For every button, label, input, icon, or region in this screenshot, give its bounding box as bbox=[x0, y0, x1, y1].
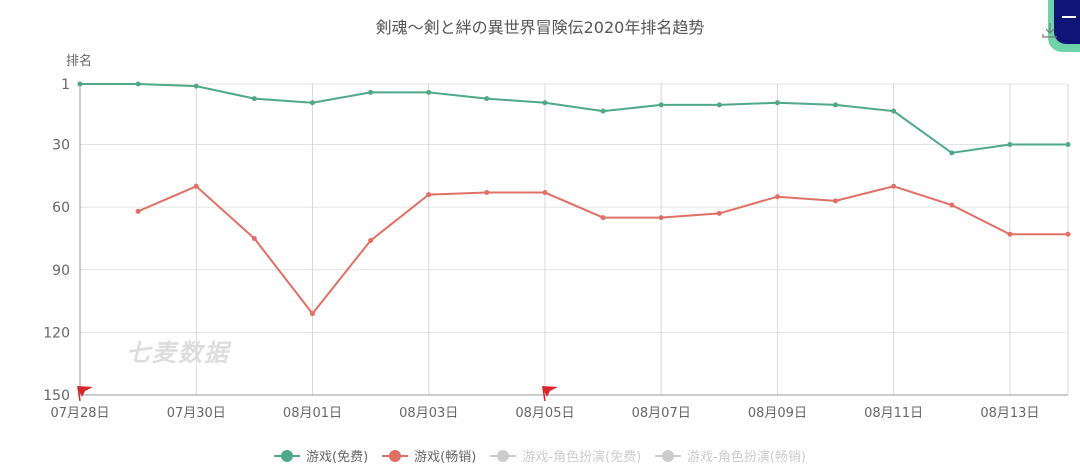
x-tick-label: 07月28日 bbox=[50, 406, 109, 421]
data-point[interactable] bbox=[891, 108, 897, 114]
watermark: 七麦数据 bbox=[126, 339, 230, 367]
data-point[interactable] bbox=[600, 108, 606, 114]
data-point[interactable] bbox=[716, 102, 722, 108]
data-point[interactable] bbox=[309, 311, 315, 317]
data-point[interactable] bbox=[309, 100, 315, 106]
data-point[interactable] bbox=[368, 89, 374, 95]
legend-marker-icon bbox=[274, 449, 300, 462]
legend-item-rpg-grossing[interactable]: 游戏-角色扮演(畅销) bbox=[655, 446, 806, 465]
flag-marker-icon[interactable] bbox=[77, 386, 93, 397]
data-point[interactable] bbox=[484, 96, 490, 102]
data-point[interactable] bbox=[484, 190, 490, 196]
data-point[interactable] bbox=[77, 81, 83, 87]
y-tick-label: 60 bbox=[52, 200, 70, 216]
data-point[interactable] bbox=[542, 190, 548, 196]
y-tick-label: 90 bbox=[52, 263, 70, 279]
legend-label: 游戏-角色扮演(畅销) bbox=[687, 450, 806, 465]
legend-label: 游戏(免费) bbox=[306, 450, 369, 465]
data-point[interactable] bbox=[193, 183, 199, 189]
data-point[interactable] bbox=[542, 100, 548, 106]
x-tick-label: 08月01日 bbox=[283, 406, 342, 421]
legend-label: 游戏(畅销) bbox=[414, 450, 477, 465]
data-point[interactable] bbox=[1065, 231, 1071, 237]
line-chart[interactable]: 1 30 60 90 120 150 07月28日 07月30日 08月01日 08月03日 08月… bbox=[0, 0, 1080, 440]
legend-marker-icon bbox=[382, 449, 409, 462]
data-point[interactable] bbox=[833, 102, 839, 108]
legend-marker-icon bbox=[490, 449, 517, 462]
series-line[interactable] bbox=[80, 83, 1068, 154]
data-point[interactable] bbox=[949, 202, 955, 208]
y-tick-label: 120 bbox=[43, 325, 70, 341]
data-point[interactable] bbox=[1007, 142, 1013, 148]
data-point[interactable] bbox=[658, 102, 664, 108]
y-tick-label: 30 bbox=[52, 138, 70, 154]
chart-title: 剣魂～剣と絆の異世界冒険伝2020年排名趋势 bbox=[375, 18, 705, 37]
data-point[interactable] bbox=[193, 83, 199, 89]
data-point[interactable] bbox=[426, 192, 432, 198]
y-tick-label: 150 bbox=[43, 388, 70, 404]
legend-marker-icon bbox=[655, 449, 682, 462]
data-point[interactable] bbox=[658, 215, 664, 221]
data-point[interactable] bbox=[1065, 142, 1071, 148]
download-icon[interactable] bbox=[1042, 22, 1058, 38]
x-tick-label: 07月30日 bbox=[167, 406, 226, 421]
data-point[interactable] bbox=[774, 100, 780, 106]
data-point[interactable] bbox=[600, 215, 606, 221]
series-line[interactable] bbox=[137, 185, 1068, 316]
floating-widget-inner[interactable] bbox=[1054, 0, 1080, 44]
data-point[interactable] bbox=[1007, 231, 1013, 237]
data-point[interactable] bbox=[774, 194, 780, 200]
minus-icon bbox=[1062, 16, 1076, 18]
legend-item-game-grossing[interactable]: 游戏(畅销) bbox=[382, 446, 476, 465]
data-point[interactable] bbox=[426, 89, 432, 95]
legend-label: 游戏-角色扮演(免费) bbox=[522, 450, 642, 465]
x-tick-label: 08月09日 bbox=[748, 406, 807, 421]
data-point[interactable] bbox=[368, 238, 374, 244]
x-tick-label: 08月11日 bbox=[864, 406, 923, 421]
flag-marker-icon[interactable] bbox=[541, 386, 558, 397]
x-tick-label: 08月07日 bbox=[632, 406, 691, 421]
legend-item-rpg-free[interactable]: 游戏-角色扮演(免费) bbox=[490, 446, 641, 465]
data-point[interactable] bbox=[949, 150, 955, 156]
data-point[interactable] bbox=[135, 81, 141, 87]
data-point[interactable] bbox=[833, 198, 839, 204]
y-axis-label: 排名 bbox=[66, 54, 93, 69]
legend: 游戏(免费) 游戏(畅销) 游戏-角色扮演(免费) 游戏-角色扮演(畅销) bbox=[0, 446, 1080, 465]
data-point[interactable] bbox=[135, 208, 141, 214]
data-point[interactable] bbox=[251, 235, 257, 241]
data-point[interactable] bbox=[716, 210, 722, 216]
x-tick-label: 08月13日 bbox=[980, 406, 1039, 421]
y-tick-label: 1 bbox=[61, 77, 70, 93]
data-point[interactable] bbox=[891, 183, 897, 189]
legend-item-game-free[interactable]: 游戏(免费) bbox=[274, 446, 368, 465]
data-point[interactable] bbox=[251, 96, 257, 102]
x-tick-label: 08月05日 bbox=[515, 406, 574, 421]
x-tick-label: 08月03日 bbox=[399, 406, 458, 421]
